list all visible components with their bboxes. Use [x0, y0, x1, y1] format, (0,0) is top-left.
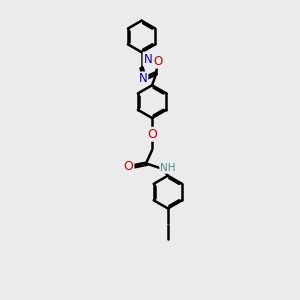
Text: N: N [143, 52, 152, 66]
Text: NH: NH [160, 163, 176, 173]
Text: O: O [154, 55, 163, 68]
Text: O: O [124, 160, 134, 173]
Text: N: N [139, 72, 147, 86]
Text: O: O [147, 128, 157, 141]
